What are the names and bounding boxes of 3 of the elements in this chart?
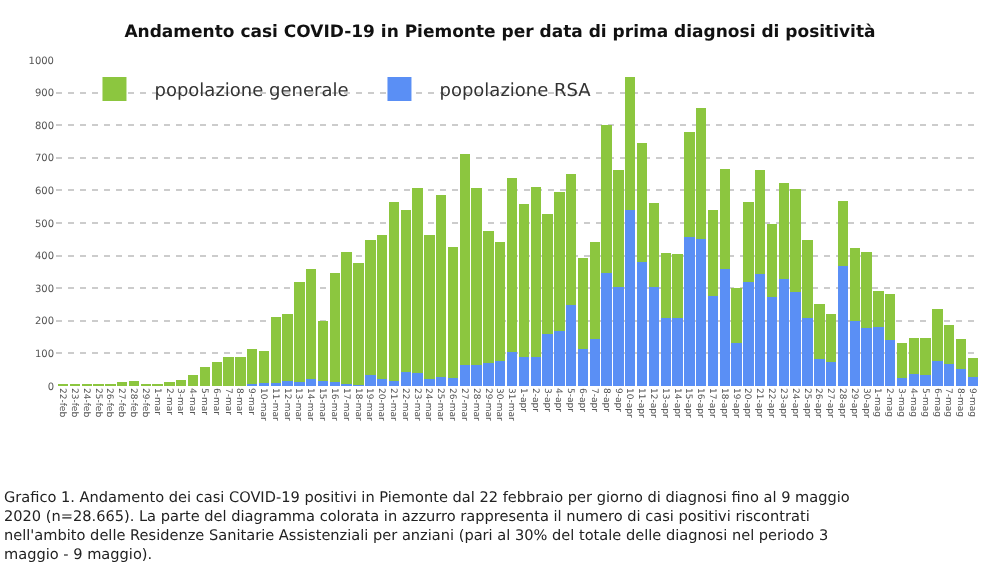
- chart-title: Andamento casi COVID-19 in Piemonte per data di prima diagnosi di positività: [124, 23, 877, 44]
- legend-label: popolazione generale: [154, 82, 350, 103]
- legend-label: popolazione RSA: [439, 82, 593, 103]
